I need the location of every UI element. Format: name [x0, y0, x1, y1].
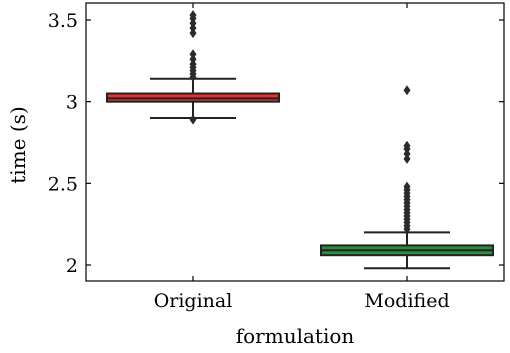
outlier-point — [403, 85, 411, 96]
x-axis-title: formulation — [236, 324, 355, 348]
y-tick-label: 3 — [66, 92, 78, 114]
y-axis-title: time (s) — [6, 106, 30, 183]
outlier-point — [189, 49, 197, 60]
y-axis: 2 2.5 3 3.5 — [48, 10, 504, 277]
x-tick-label: Original — [154, 290, 233, 312]
box-group-modified — [320, 85, 494, 270]
outlier-point — [403, 140, 411, 151]
x-axis: Original Modified — [154, 3, 450, 312]
y-tick-label: 3.5 — [48, 10, 78, 32]
x-tick-label: Modified — [364, 290, 449, 312]
y-tick-label: 2 — [66, 255, 78, 277]
outlier-point — [189, 114, 197, 125]
y-tick-label: 2.5 — [48, 173, 78, 195]
plot-area — [106, 10, 494, 270]
outlier-point — [403, 181, 411, 192]
outlier-point — [189, 10, 197, 21]
box-group-original — [106, 10, 280, 125]
plot-frame — [85, 2, 505, 282]
